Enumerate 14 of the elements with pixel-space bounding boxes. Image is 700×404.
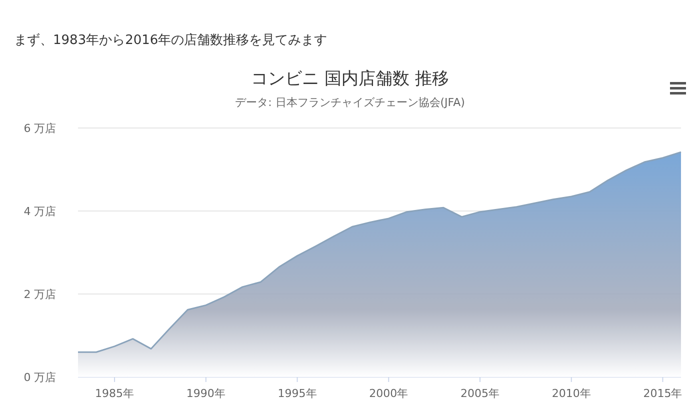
- x-tick-label: 2005年: [460, 387, 500, 400]
- chart-title: コンビニ 国内店舗数 推移: [251, 69, 449, 89]
- y-tick-label: 2 万店: [24, 288, 56, 301]
- x-tick-label: 1990年: [186, 387, 226, 400]
- x-tick-label: 1995年: [278, 387, 317, 400]
- chart-subtitle: データ: 日本フランチャイズチェーン協会(JFA): [235, 96, 465, 109]
- y-tick-label: 0 万店: [24, 371, 56, 384]
- y-tick-label: 4 万店: [24, 205, 56, 218]
- y-tick-label: 6 万店: [24, 122, 56, 135]
- text: まず、1983年から2016年の店舗数推移を見てみます: [14, 32, 328, 48]
- x-tick-label: 2000年: [369, 387, 408, 400]
- x-tick-label: 2015年: [643, 387, 682, 400]
- x-tick-label: 1985年: [95, 387, 134, 400]
- x-tick-label: 2010年: [552, 387, 591, 400]
